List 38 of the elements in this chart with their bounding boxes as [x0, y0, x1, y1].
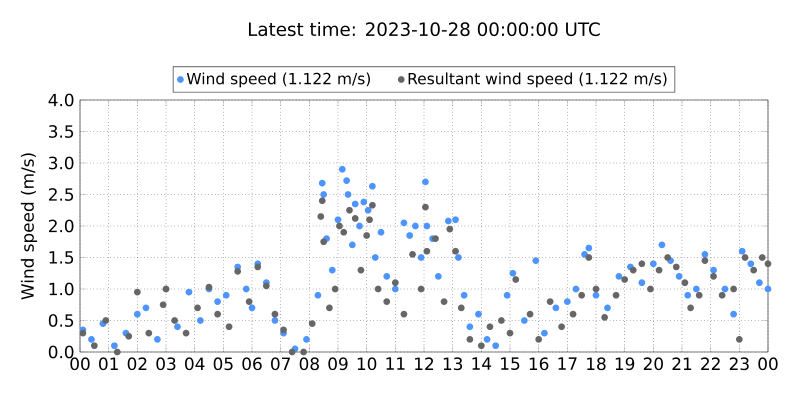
x-tick-label: 15 [501, 357, 520, 370]
y-tick-label: 3.0 [49, 156, 74, 170]
y-tick-label: 1.5 [50, 251, 74, 264]
x-tick-label: 20 [644, 357, 663, 370]
x-tick-label: 00 [758, 357, 778, 370]
x-tick-label: 18 [587, 357, 606, 370]
legend-label: Resultant wind speed (1.122 m/s) [408, 72, 667, 88]
x-tick-label: 04 [185, 357, 204, 370]
y-tick-label: 2.0 [48, 220, 74, 232]
y-tick-label: 1.0 [50, 282, 74, 296]
x-tick-label: 19 [616, 357, 634, 370]
y-tick-label: 4.0 [48, 94, 74, 106]
x-tick-label: 00 [70, 357, 90, 370]
x-tick-label: 23 [730, 357, 749, 370]
x-tick-label: 16 [530, 357, 548, 370]
x-tick-label: 10 [358, 357, 376, 370]
x-tick-label: 07 [271, 357, 290, 370]
legend-label: Wind speed (1.122 m/s) [186, 72, 370, 88]
x-tick-label: 17 [558, 357, 577, 370]
x-tick-label: 02 [128, 357, 146, 370]
x-tick-label: 06 [242, 357, 262, 370]
y-tick-label: 0.5 [48, 314, 74, 327]
x-tick-label: 13 [444, 357, 462, 370]
x-tick-label: 11 [386, 357, 405, 370]
x-tick-label: 08 [300, 357, 319, 370]
y-axis-title: Wind speed (m/s) [20, 153, 38, 300]
x-tick-label: 21 [672, 357, 692, 370]
x-tick-label: 14 [472, 357, 492, 370]
x-tick-label: 12 [415, 357, 434, 370]
x-tick-label: 09 [328, 357, 348, 370]
y-tick-label: 2.5 [48, 188, 74, 201]
x-tick-label: 01 [99, 357, 118, 370]
chart-title: Latest time: 2023-10-28 00:00:00 UTC [248, 22, 600, 36]
y-tick-label: 0.0 [48, 346, 74, 358]
x-tick-label: 22 [701, 357, 720, 370]
y-tick-label: 3.5 [49, 125, 74, 138]
x-tick-label: 03 [156, 357, 176, 370]
x-tick-label: 05 [214, 357, 233, 370]
